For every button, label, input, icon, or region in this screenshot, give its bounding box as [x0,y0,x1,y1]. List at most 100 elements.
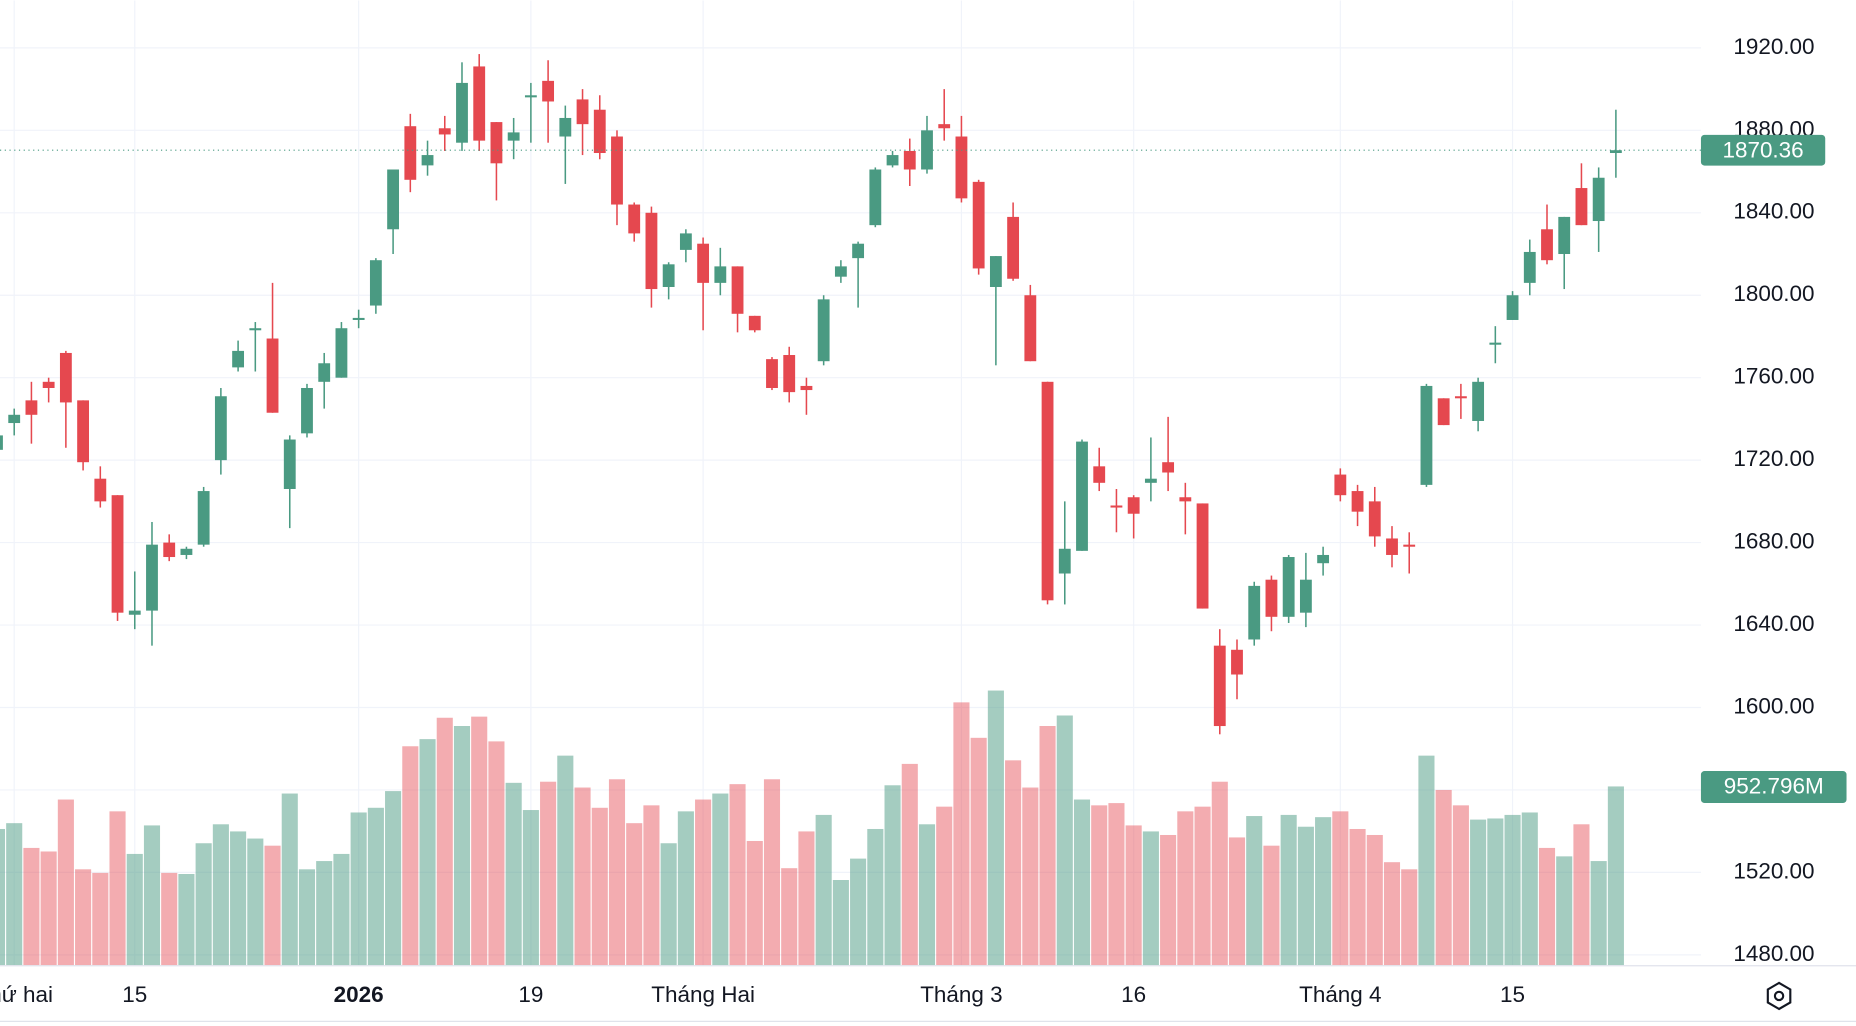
candle-body [1127,497,1140,514]
x-tick-label: Tháng Hai [651,982,755,1007]
volume-bar [901,763,918,966]
y-tick-label: 1760.00 [1733,364,1814,389]
candle-body [438,128,451,135]
volume-bar [1022,787,1039,966]
x-tick-label: 19 [518,982,543,1007]
candle-body [42,381,55,388]
volume-bar [695,799,712,966]
volume-bar [436,717,453,966]
hex-center[interactable] [1773,990,1785,1002]
volume-bar [92,872,109,966]
x-tick-label: Tháng 3 [920,982,1002,1007]
candle-body [766,359,778,388]
candle-body [0,435,3,450]
volume-bar [677,811,694,966]
volume-bar [1590,861,1607,966]
x-tick-label: Thứ hai [0,982,53,1007]
candle-body [662,264,675,287]
candle-body [421,155,434,166]
candle-body [249,328,262,331]
settings-icon[interactable] [1766,981,1792,1011]
candle-body [111,495,124,613]
x-tick-label: 15 [122,982,147,1007]
volume-bar [1091,805,1108,966]
candle-body [852,243,865,259]
volume-bar [867,828,884,966]
candle-body [1248,585,1261,640]
volume-bar [1470,819,1487,966]
volume-bar [540,781,557,966]
candle-body [783,355,796,393]
candle-body [1007,216,1020,279]
candle-body [921,130,933,170]
candle-body [628,204,641,234]
candle-body [542,80,555,102]
volume-bar [1039,726,1056,966]
candle-body [989,256,1002,287]
volume-bar [1142,831,1159,966]
y-tick-label: 1920.00 [1733,34,1814,59]
candle-body [387,169,400,230]
volume-bar [1401,869,1418,966]
candle-body [645,212,658,290]
candle-body [1472,381,1485,421]
candle-body [1368,501,1381,537]
volume-bar [75,869,92,966]
candle-body [1299,579,1312,613]
volume-bar [1315,817,1332,966]
hex[interactable] [1766,981,1792,1011]
last-price-label: 1870.36 [1722,137,1803,162]
candle-body [714,266,727,283]
volume-bar [1607,786,1624,966]
volume-bar [1108,803,1125,966]
candle-body [731,266,744,314]
candle-body [955,136,968,199]
candle-body [369,260,382,306]
candle-body [524,95,537,98]
candle-body [59,352,72,403]
volume-bar [522,810,539,966]
volume-bar [350,812,367,966]
candle-body [1058,548,1071,574]
candle-body [1282,557,1295,617]
candle-body [266,338,279,413]
volume-bar [1332,811,1349,966]
volume-bar [1073,799,1091,966]
candle-body [490,122,503,164]
volume-bar [195,843,212,966]
volume-bar [970,737,987,966]
candle-body [1076,441,1088,551]
candle-body [1541,229,1553,261]
volume-bar [936,806,953,966]
volume-bar [1263,845,1280,966]
volume-bar [247,838,264,966]
y-tick-label: 1480.00 [1733,941,1814,966]
volume-bar [574,787,591,966]
volume-bar [1504,814,1521,966]
volume-bar [1435,789,1452,966]
volume-bar [161,872,178,966]
volume-bar [1487,818,1504,966]
candle-body [1162,462,1175,473]
candle-body [1454,396,1467,399]
candle-body [473,66,486,141]
volume-bar [471,716,488,966]
candle-body [593,109,606,154]
candle-body [1213,645,1226,727]
x-tick-label: 16 [1121,982,1146,1007]
volume-bar [230,831,247,966]
volume-bar [1194,806,1211,966]
volume-bar [1160,834,1177,966]
volume-bar [1125,825,1142,966]
candle-body [1196,503,1209,609]
candle-body [972,181,985,269]
candle-body [576,99,589,125]
volume-bar [1383,862,1401,966]
volume-bar [832,880,849,966]
volume-bar [316,861,333,966]
candle-body [903,150,916,170]
candle-body [1093,466,1106,483]
candle-body [1437,398,1450,426]
